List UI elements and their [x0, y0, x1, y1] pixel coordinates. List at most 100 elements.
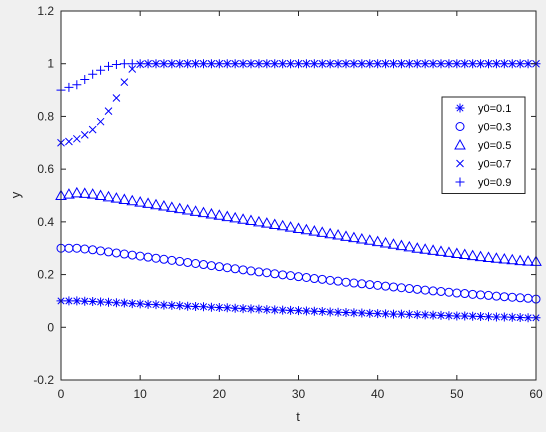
- data-point: [389, 59, 398, 69]
- y-tick-label: 0.4: [37, 215, 54, 229]
- data-point: [482, 251, 495, 262]
- data-point: [514, 254, 527, 266]
- data-point: [128, 65, 137, 73]
- data-point: [143, 299, 153, 309]
- data-point: [325, 59, 335, 69]
- data-point: [468, 311, 478, 321]
- data-point: [159, 59, 169, 69]
- data-point: [246, 304, 256, 314]
- data-point: [341, 308, 351, 318]
- data-point: [484, 312, 493, 322]
- data-point: [278, 305, 288, 315]
- data-point: [484, 59, 493, 69]
- data-point: [214, 303, 224, 313]
- data-point: [151, 59, 161, 69]
- data-point: [309, 306, 319, 316]
- series-circle: [56, 243, 541, 304]
- data-point: [404, 59, 414, 69]
- data-point: [466, 249, 479, 261]
- data-point: [428, 310, 438, 320]
- data-point: [357, 59, 367, 69]
- data-point: [389, 309, 398, 319]
- data-point: [199, 59, 208, 69]
- data-point: [301, 59, 311, 69]
- data-point: [468, 59, 478, 69]
- data-point: [268, 218, 281, 229]
- data-point: [278, 59, 288, 69]
- data-point: [127, 59, 137, 69]
- data-point: [206, 59, 216, 69]
- data-point: [96, 117, 105, 126]
- data-point: [412, 310, 422, 320]
- y-tick-label: 0.8: [37, 109, 54, 123]
- data-point: [167, 300, 177, 310]
- data-point: [436, 59, 446, 69]
- data-point: [191, 59, 201, 69]
- data-point: [135, 299, 145, 309]
- data-point: [237, 213, 249, 224]
- data-point: [96, 65, 106, 75]
- data-point: [428, 59, 438, 69]
- data-point: [119, 59, 129, 69]
- data-point: [403, 240, 416, 252]
- data-point: [80, 131, 89, 139]
- data-point: [435, 245, 447, 256]
- y-tick-label: 0: [47, 320, 54, 334]
- data-point: [507, 59, 517, 69]
- y-tick-label: -0.2: [33, 373, 54, 387]
- legend-label: y0=0.3: [478, 122, 511, 134]
- data-point: [96, 297, 106, 307]
- data-point: [262, 305, 272, 315]
- legend: y0=0.1 y0=0.3 y0=0.5 y0=0.7 y0=0.9: [441, 96, 526, 194]
- data-point: [270, 59, 280, 69]
- data-point: [80, 296, 90, 306]
- data-point: [72, 80, 82, 90]
- data-point: [349, 308, 359, 318]
- data-point: [332, 229, 344, 240]
- data-point: [491, 312, 501, 322]
- data-point: [499, 312, 509, 322]
- data-point: [381, 59, 391, 69]
- data-point: [325, 307, 335, 317]
- data-point: [206, 302, 216, 312]
- data-point: [300, 223, 313, 235]
- data-point: [222, 303, 232, 313]
- data-point: [197, 206, 210, 218]
- y-tick-label: 1.2: [37, 4, 54, 18]
- data-point: [458, 248, 471, 260]
- data-point: [221, 210, 234, 222]
- data-point: [506, 253, 519, 265]
- data-point: [159, 300, 169, 310]
- data-point: [165, 201, 178, 212]
- data-point: [491, 59, 501, 69]
- data-point: [173, 202, 186, 214]
- data-point: [341, 59, 351, 69]
- data-point: [213, 209, 226, 220]
- legend-marker: [454, 138, 466, 150]
- data-point: [175, 59, 185, 69]
- data-point: [135, 59, 145, 69]
- data-point: [309, 59, 319, 69]
- legend-label: y0=0.5: [478, 140, 511, 152]
- legend-label: y0=0.7: [478, 159, 511, 171]
- data-point: [411, 242, 424, 253]
- data-point: [317, 59, 327, 69]
- legend-marker: [455, 177, 465, 187]
- data-point: [373, 309, 383, 319]
- data-point: [253, 215, 265, 227]
- y-tick-label: 0.6: [37, 162, 54, 176]
- x-tick-label: 30: [292, 387, 306, 401]
- data-point: [78, 187, 91, 198]
- data-point: [254, 304, 264, 314]
- data-point: [292, 222, 305, 233]
- data-point: [183, 59, 193, 69]
- data-point: [395, 239, 408, 251]
- data-point: [118, 193, 131, 204]
- data-point: [104, 297, 113, 307]
- data-point: [452, 311, 462, 321]
- series-plus: [56, 59, 541, 95]
- x-tick-label: 10: [133, 387, 147, 401]
- axes-layer: 0 10 20 30 40 50 60 -0.2 0 0.2 0.4 0.6 0.8 1 1.2: [33, 4, 543, 401]
- x-tick-label: 60: [529, 387, 543, 401]
